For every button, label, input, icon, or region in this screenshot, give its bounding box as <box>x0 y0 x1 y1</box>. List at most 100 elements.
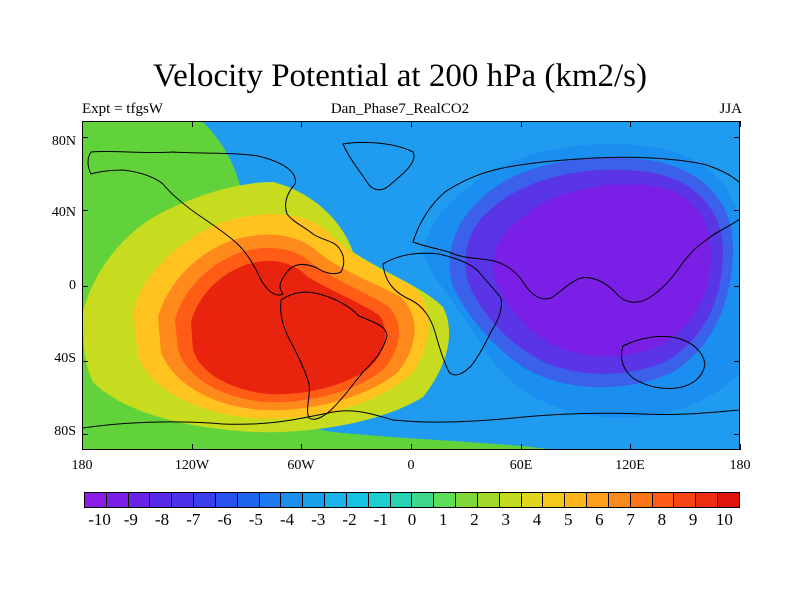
lon-label-180e: 180 <box>729 458 751 473</box>
colorbar-box <box>281 493 304 507</box>
colorbar <box>84 492 740 508</box>
colorbar-box <box>521 493 544 507</box>
colorbar-label: 6 <box>595 510 604 529</box>
lon-label-120e: 120E <box>615 458 645 473</box>
colorbar-label: 7 <box>626 510 635 529</box>
lon-tick <box>191 444 193 450</box>
colorbar-label: -3 <box>311 510 326 529</box>
coastline-south-america <box>280 291 388 420</box>
field-eurasia-core <box>493 184 711 357</box>
colorbar-label: 2 <box>470 510 479 529</box>
colorbar-label: -2 <box>342 510 357 529</box>
colorbar-box <box>718 493 739 507</box>
colorbar-box <box>543 493 566 507</box>
lon-label-120w: 120W <box>174 458 210 473</box>
lon-tick <box>191 121 193 127</box>
lat-label-40s: 40S <box>54 351 76 366</box>
colorbar-label: -6 <box>217 510 232 529</box>
coastline-eurasia <box>412 156 739 303</box>
lon-label-60e: 60E <box>509 458 533 473</box>
colorbar-box <box>150 493 173 507</box>
lat-tick <box>82 137 88 139</box>
colorbar-box <box>259 493 282 507</box>
lat-tick <box>734 137 740 139</box>
lat-tick <box>82 209 88 211</box>
experiment-label: Expt = tfgsW <box>82 101 163 117</box>
lon-tick <box>520 444 522 450</box>
lon-tick <box>411 444 412 450</box>
lon-tick <box>411 121 412 127</box>
colorbar-label: 4 <box>532 510 542 529</box>
lon-tick <box>82 444 83 450</box>
run-name-label: Dan_Phase7_RealCO2 <box>330 101 470 117</box>
contour-field <box>83 122 739 449</box>
colorbar-box <box>477 493 500 507</box>
colorbar-box <box>215 493 238 507</box>
colorbar-box <box>325 493 347 507</box>
colorbar-box <box>412 493 435 507</box>
lon-tick <box>630 444 632 450</box>
colorbar-box <box>194 493 216 507</box>
lon-tick <box>630 121 632 127</box>
colorbar-box <box>630 493 653 507</box>
colorbar-label: 10 <box>715 510 733 529</box>
colorbar-box <box>303 493 326 507</box>
lon-tick <box>82 121 83 127</box>
colorbar-label: -1 <box>373 510 388 529</box>
lat-label-40n: 40N <box>51 205 76 220</box>
lon-tick <box>301 444 303 450</box>
coastline-greenland <box>342 141 415 191</box>
colorbar-box <box>368 493 391 507</box>
colorbar-box <box>346 493 369 507</box>
lat-tick <box>82 433 88 435</box>
colorbar-box <box>587 493 609 507</box>
colorbar-box <box>456 493 478 507</box>
colorbar-label: -5 <box>248 510 263 529</box>
colorbar-label: 3 <box>501 510 510 529</box>
lon-label-60w: 60W <box>287 458 315 473</box>
lat-tick <box>734 361 740 363</box>
colorbar-box <box>674 493 697 507</box>
colorbar-label: -10 <box>88 510 111 529</box>
lon-label-180w: 180 <box>71 458 93 473</box>
lon-tick <box>740 444 741 450</box>
colorbar-box <box>652 493 675 507</box>
colorbar-label: -7 <box>186 510 201 529</box>
lat-tick <box>82 285 88 287</box>
colorbar-label: 9 <box>688 510 698 529</box>
plot-title: Velocity Potential at 200 hPa (km2/s) <box>152 58 648 94</box>
coastlines <box>83 141 739 429</box>
colorbar-label: 0 <box>407 510 417 529</box>
lon-tick <box>520 121 522 127</box>
colorbar-label: -4 <box>279 510 295 529</box>
lat-tick <box>734 209 740 211</box>
colorbar-box <box>608 493 631 507</box>
colorbar-box <box>696 493 719 507</box>
colorbar-box <box>85 493 107 507</box>
colorbar-label: 1 <box>438 510 448 529</box>
colorbar-label: -9 <box>123 510 138 529</box>
colorbar-box <box>128 493 151 507</box>
lat-tick <box>82 361 88 363</box>
lat-label-80n: 80N <box>51 134 76 149</box>
lat-label-equator: 0 <box>69 278 76 293</box>
colorbar-box <box>237 493 260 507</box>
colorbar-box <box>499 493 522 507</box>
map-panel <box>82 121 740 450</box>
lon-tick <box>740 121 741 127</box>
lat-tick <box>734 285 740 287</box>
lat-tick <box>734 433 740 435</box>
coastline-antarctica <box>83 409 739 429</box>
colorbar-box <box>172 493 195 507</box>
map-svg <box>83 122 739 449</box>
lon-label-0: 0 <box>407 458 415 473</box>
coastline-australia <box>620 335 706 389</box>
colorbar-box <box>106 493 129 507</box>
colorbar-box <box>390 493 413 507</box>
field-red-core <box>191 260 386 395</box>
coastline-north-america <box>87 150 345 296</box>
colorbar-box <box>565 493 588 507</box>
coastline-africa <box>382 252 502 376</box>
colorbar-label: 8 <box>657 510 667 529</box>
colorbar-label: 5 <box>563 510 573 529</box>
